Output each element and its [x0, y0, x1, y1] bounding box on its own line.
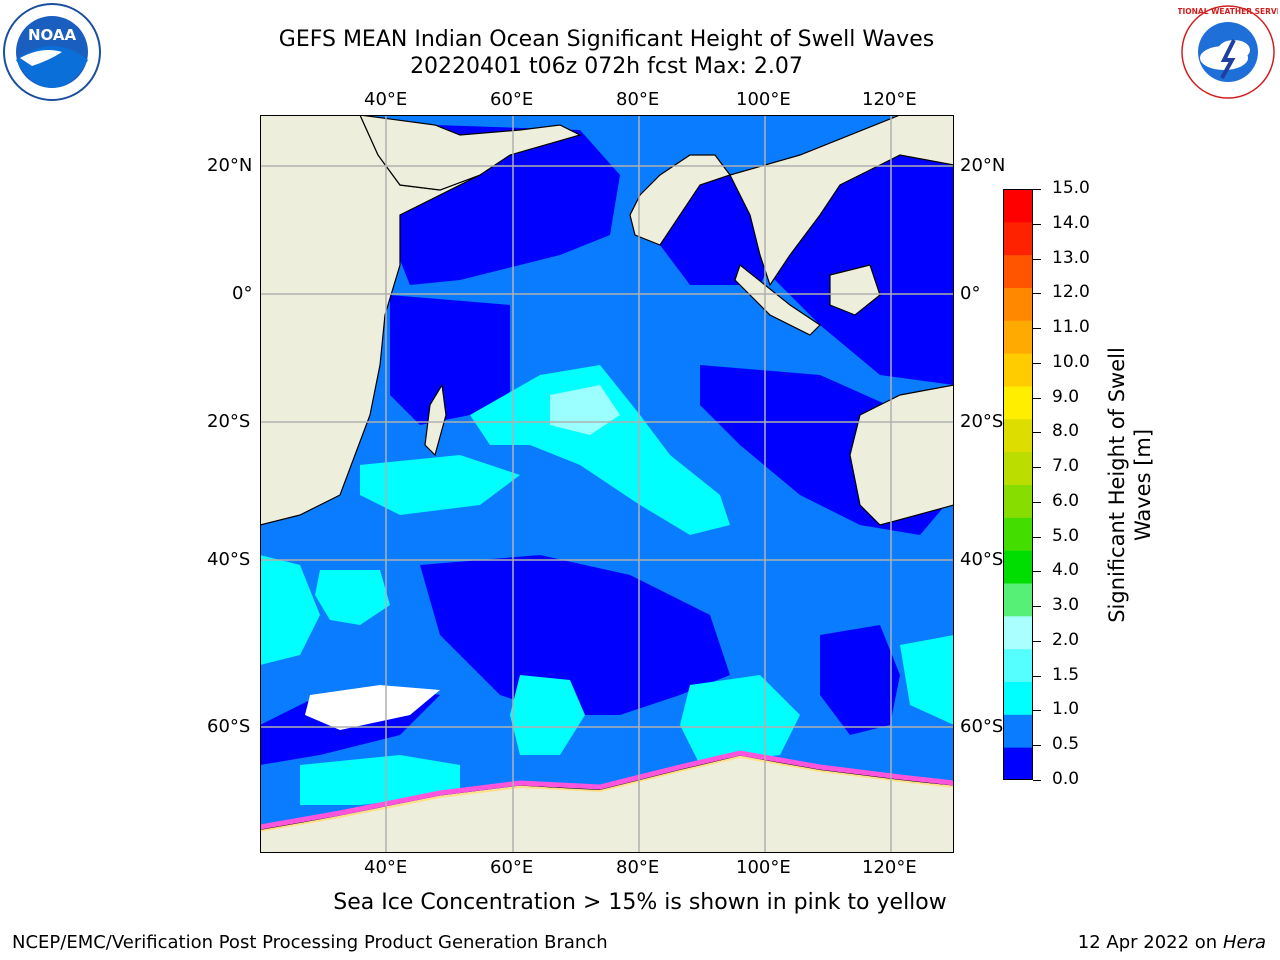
colorbar-border: [1003, 189, 1033, 780]
lat-label-right-20s: 20°S: [960, 411, 1004, 432]
colorbar-segment: [1003, 254, 1033, 288]
colorbar-tick-mark: [1033, 501, 1041, 503]
colorbar-tick-label: 0.5: [1052, 734, 1080, 755]
colorbar-tick-mark: [1033, 675, 1041, 677]
nws-logo-icon: NATIONAL WEATHER SERVICE: [1178, 5, 1278, 99]
lat-label-right-40s: 40°S: [960, 549, 1004, 570]
colorbar-tick-mark: [1033, 780, 1041, 781]
colorbar: [1003, 189, 1033, 780]
colorbar-segment: [1003, 386, 1033, 420]
colorbar-tick-mark: [1033, 258, 1041, 260]
sea-ice-inner: [260, 755, 954, 832]
colorbar-tick-label: 1.0: [1052, 699, 1080, 720]
colorbar-tick-label: 4.0: [1052, 560, 1080, 581]
colorbar-segment: [1003, 353, 1033, 387]
colorbar-tick-mark: [1033, 606, 1041, 608]
footer-date: 12 Apr 2022 on Hera: [1078, 932, 1266, 953]
lon-label-bottom-60e: 60°E: [490, 857, 534, 878]
gridlines: [260, 115, 954, 853]
colorbar-tick-mark: [1033, 467, 1041, 469]
footer-credit: NCEP/EMC/Verification Post Processing Pr…: [12, 932, 608, 953]
colorbar-segment: [1003, 484, 1033, 518]
lat-label-left-60s: 60°S: [207, 716, 251, 737]
colorbar-segment: [1003, 583, 1033, 617]
lon-label-top-80e: 80°E: [616, 89, 660, 110]
colorbar-segment: [1003, 189, 1033, 223]
colorbar-tick-mark: [1033, 571, 1041, 573]
lon-label-top-100e: 100°E: [736, 89, 791, 110]
noaa-logo-icon: NOAA: [3, 3, 101, 101]
colorbar-segment: [1003, 615, 1033, 650]
colorbar-segment: [1003, 648, 1033, 682]
colorbar-tick-label: 14.0: [1052, 212, 1090, 233]
chart-subtitle: 20220401 t06z 072h fcst Max: 2.07: [410, 54, 803, 79]
colorbar-tick-label: 2.0: [1052, 629, 1080, 650]
colorbar-label-line1: Significant Height of Swell: [1105, 347, 1129, 623]
lon-label-bottom-100e: 100°E: [736, 857, 791, 878]
lat-label-left-40s: 40°S: [207, 549, 251, 570]
colorbar-tick-mark: [1033, 223, 1041, 225]
lat-label-right-0: 0°: [960, 283, 981, 304]
colorbar-segment: [1003, 287, 1033, 321]
colorbar-segment: [1003, 747, 1033, 780]
map: [260, 115, 954, 853]
lon-label-bottom-40e: 40°E: [364, 857, 408, 878]
colorbar-tick-label: 8.0: [1052, 421, 1080, 442]
colorbar-tick-label: 0.0: [1052, 769, 1080, 789]
colorbar-tick-label: 6.0: [1052, 490, 1080, 511]
colorbar-tick-label: 15.0: [1052, 178, 1090, 198]
chart-title: GEFS MEAN Indian Ocean Significant Heigh…: [278, 27, 935, 52]
colorbar-tick-label: 11.0: [1052, 317, 1090, 338]
colorbar-segment: [1003, 714, 1033, 748]
colorbar-segment: [1003, 418, 1033, 453]
colorbar-tick-mark: [1033, 293, 1041, 295]
colorbar-tick-mark: [1033, 745, 1041, 747]
lat-label-left-20n: 20°N: [207, 155, 253, 176]
footer-host: Hera: [1222, 932, 1266, 953]
sea-ice-note: Sea Ice Concentration > 15% is shown in …: [333, 890, 947, 915]
colorbar-tick-mark: [1033, 328, 1041, 330]
lat-label-left-0: 0°: [232, 283, 253, 304]
colorbar-tick-mark: [1033, 189, 1041, 190]
colorbar-segment: [1003, 550, 1033, 584]
sea-ice-edge: [260, 750, 954, 830]
colorbar-tick-mark: [1033, 362, 1041, 364]
colorbar-tick-label: 12.0: [1052, 282, 1090, 303]
lon-label-bottom-120e: 120°E: [862, 857, 917, 878]
lat-label-left-20s: 20°S: [207, 411, 251, 432]
colorbar-label-line2: Waves [m]: [1131, 428, 1155, 542]
colorbar-segment: [1003, 681, 1033, 715]
colorbar-label: Significant Height of Swell Waves [m]: [1104, 347, 1156, 623]
colorbar-segment: [1003, 451, 1033, 485]
colorbar-tick-mark: [1033, 432, 1041, 434]
colorbar-segment: [1003, 221, 1033, 256]
lon-label-bottom-80e: 80°E: [616, 857, 660, 878]
colorbar-tick-label: 10.0: [1052, 351, 1090, 372]
colorbar-tick-mark: [1033, 640, 1041, 642]
ice-patch: [305, 685, 440, 730]
colorbar-tick-label: 7.0: [1052, 456, 1080, 477]
colorbar-segment: [1003, 517, 1033, 551]
lon-label-top-60e: 60°E: [490, 89, 534, 110]
colorbar-tick-label: 1.5: [1052, 664, 1080, 685]
colorbar-tick-label: 13.0: [1052, 247, 1090, 268]
colorbar-tick-mark: [1033, 536, 1041, 538]
colorbar-tick-mark: [1033, 397, 1041, 399]
colorbar-tick-label: 5.0: [1052, 525, 1080, 546]
footer-date-text: 12 Apr 2022 on: [1077, 932, 1223, 953]
lat-label-right-20n: 20°N: [960, 155, 1006, 176]
lon-label-top-120e: 120°E: [862, 89, 917, 110]
colorbar-tick-label: 3.0: [1052, 595, 1080, 616]
lon-label-top-40e: 40°E: [364, 89, 408, 110]
colorbar-segment: [1003, 320, 1033, 354]
noaa-logo-text: NOAA: [28, 26, 77, 44]
colorbar-tick-mark: [1033, 710, 1041, 712]
lat-label-right-60s: 60°S: [960, 716, 1004, 737]
nws-logo-text: NATIONAL WEATHER SERVICE: [1178, 7, 1278, 16]
colorbar-tick-label: 9.0: [1052, 386, 1080, 407]
swell-1.0-1.5m: [260, 365, 954, 805]
